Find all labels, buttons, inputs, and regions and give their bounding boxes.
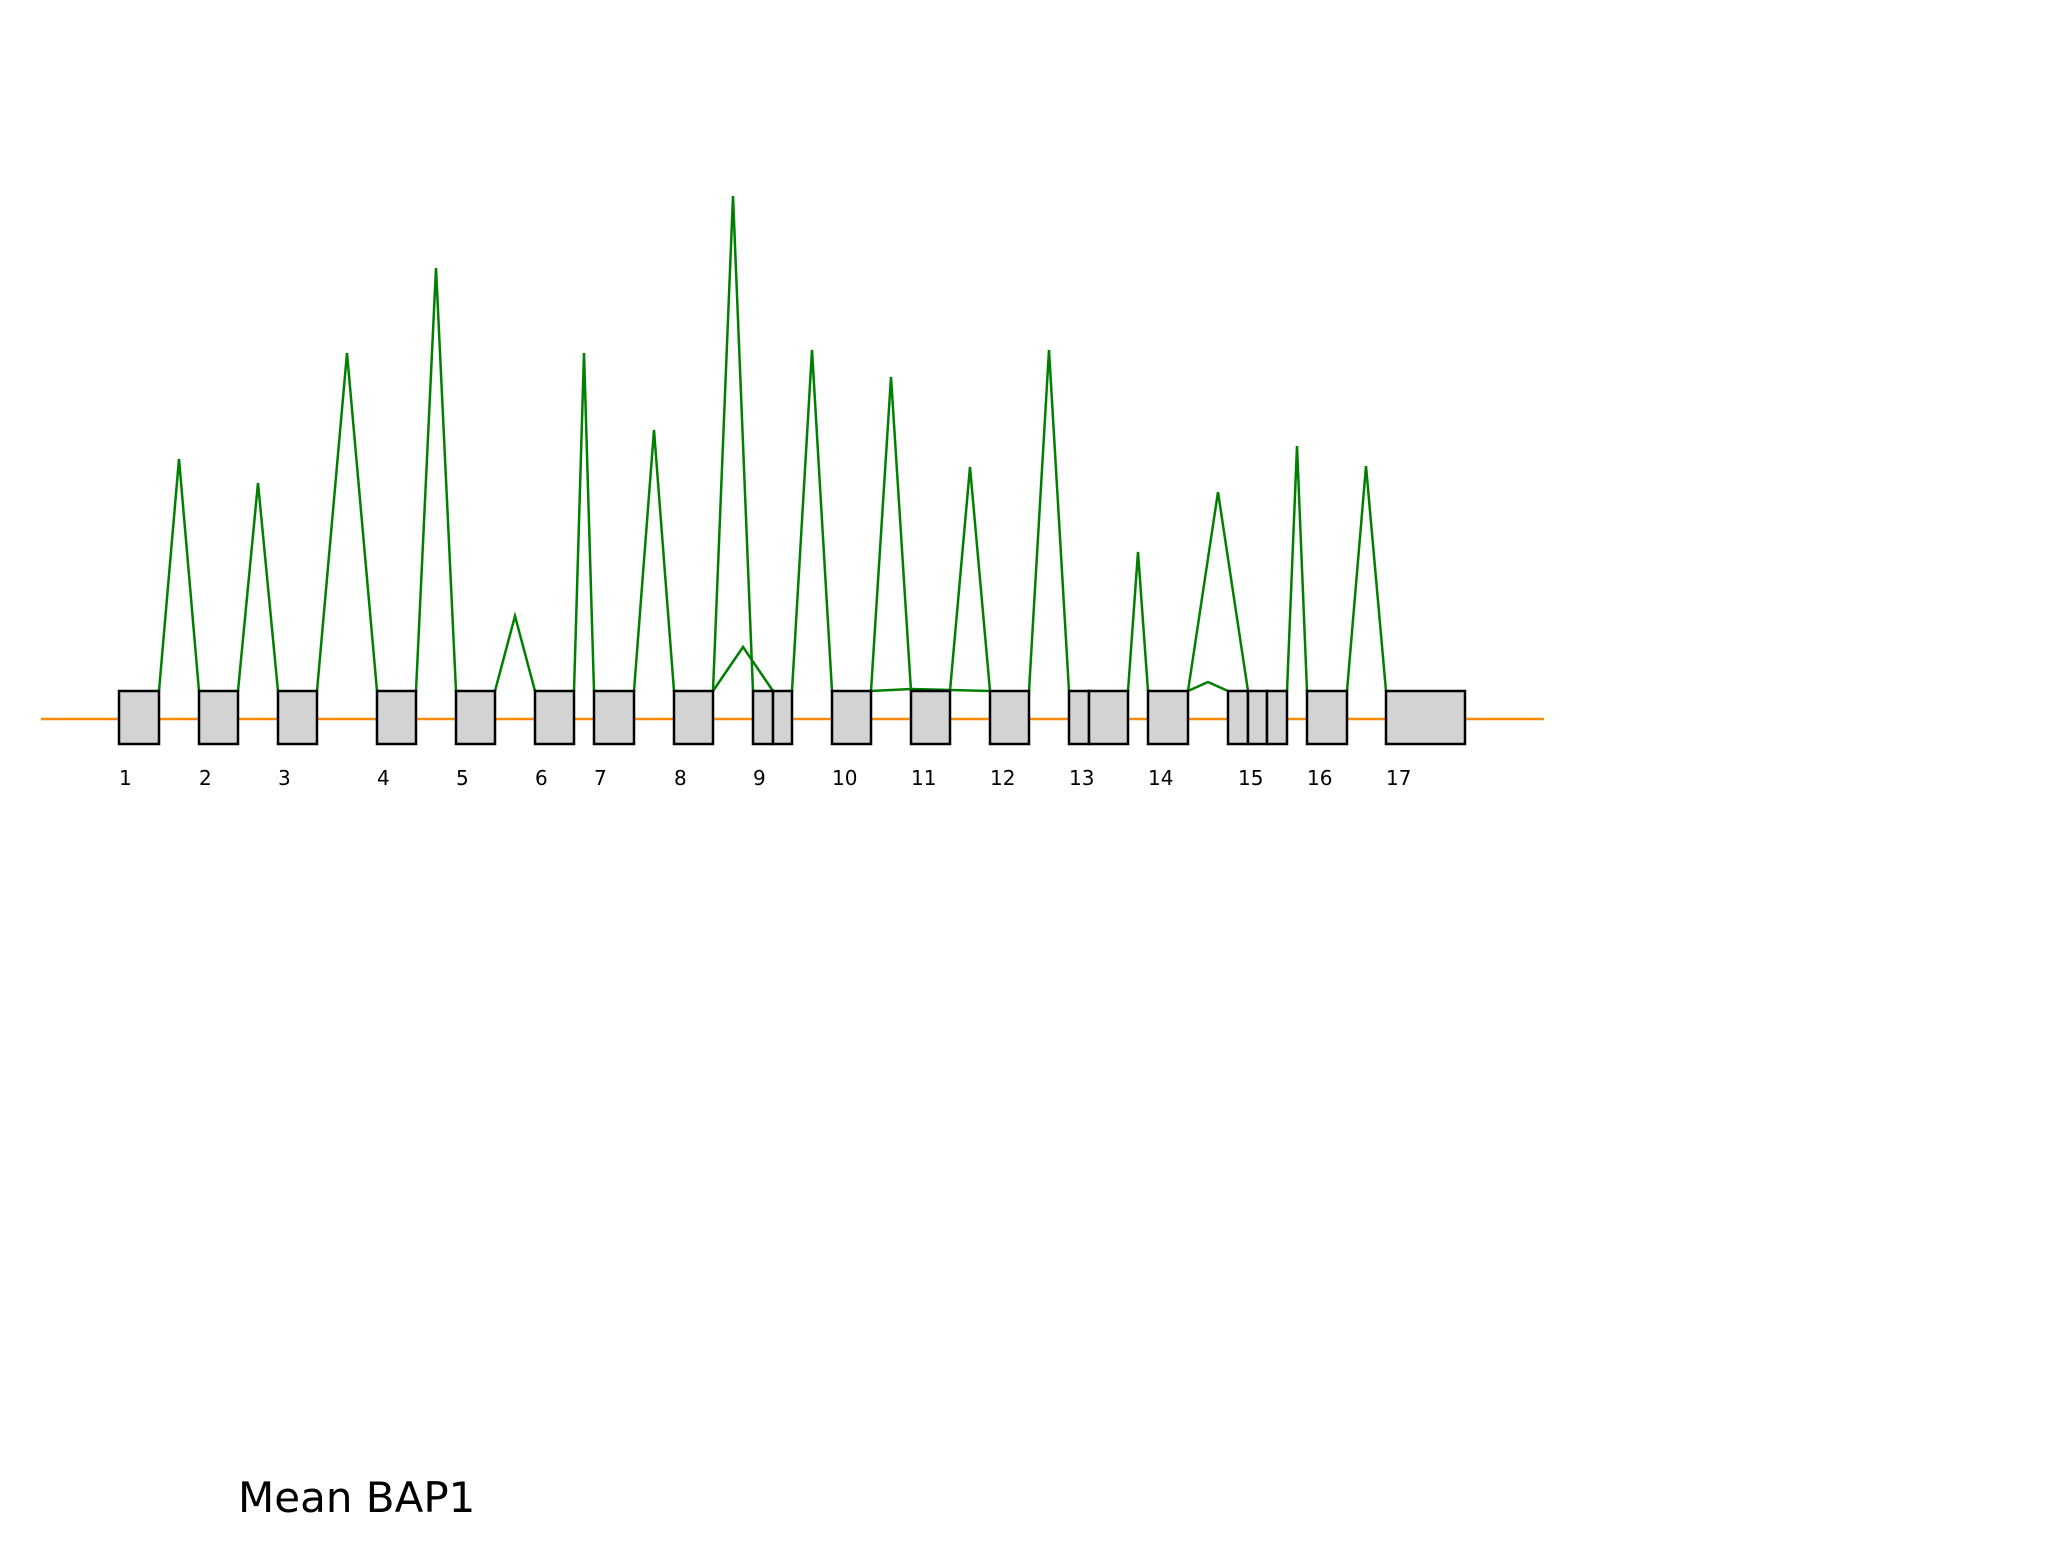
junction-arc [572, 352, 596, 692]
exon-box [909, 689, 952, 746]
junction-arc [870, 687, 991, 693]
exon-label: 16 [1307, 766, 1332, 790]
exon-box [1265, 689, 1289, 746]
exon-label: 12 [990, 766, 1015, 790]
exon-box [1067, 689, 1091, 746]
exon-box [1246, 689, 1269, 746]
plot-title: Mean BAP1 [238, 1473, 475, 1522]
exon-labels: 1 2 3 4 5 6 7 8 9 10 11 12 13 14 15 16 1… [119, 766, 1411, 790]
exon-box [672, 689, 715, 746]
exon-label: 1 [119, 766, 132, 790]
exon-label: 17 [1386, 766, 1411, 790]
exon-box [1146, 689, 1190, 746]
exon-label: 13 [1069, 766, 1094, 790]
exon-label: 8 [674, 766, 687, 790]
junction-arc [869, 376, 913, 692]
exon-label: 3 [278, 766, 291, 790]
junction-arc [414, 267, 458, 692]
exon-box [771, 689, 794, 746]
junction-arc [948, 466, 992, 692]
junction-arc [1027, 349, 1071, 692]
exon-label: 5 [456, 766, 469, 790]
exon-label: 11 [911, 766, 936, 790]
junction-arc [1345, 465, 1388, 692]
exon-box [751, 689, 775, 746]
exon-box [1305, 689, 1349, 746]
exon-box [117, 689, 161, 746]
junction-arc [1285, 445, 1309, 692]
exon-label: 2 [199, 766, 212, 790]
junction-arc [315, 352, 379, 692]
exon-box [197, 689, 240, 746]
exon-label: 9 [753, 766, 766, 790]
junction-arc [711, 195, 755, 692]
junction-arc [493, 611, 537, 692]
exon-label: 4 [377, 766, 390, 790]
junction-arc [632, 429, 676, 692]
exon-box [830, 689, 873, 746]
junction-arc [711, 644, 775, 692]
exon-label: 10 [832, 766, 857, 790]
exon-box [1087, 689, 1130, 746]
exon-box [592, 689, 636, 746]
exon-box [276, 689, 319, 746]
exon-box [533, 689, 576, 746]
junction-arc [1186, 491, 1250, 692]
exon-box [1226, 689, 1250, 746]
junction-arc [790, 349, 834, 692]
exon-boxes [117, 689, 1467, 746]
exon-box [988, 689, 1031, 746]
exon-label: 15 [1238, 766, 1263, 790]
junction-arcs [157, 195, 1388, 693]
exon-box [375, 689, 418, 746]
junction-arc [236, 482, 280, 692]
exon-label: 14 [1148, 766, 1173, 790]
junction-arc [157, 458, 201, 692]
exon-box [454, 689, 497, 746]
exon-label: 6 [535, 766, 548, 790]
exon-box [1384, 689, 1467, 746]
junction-arc [1126, 551, 1150, 692]
exon-label: 7 [594, 766, 607, 790]
junction-arc [1187, 680, 1229, 693]
